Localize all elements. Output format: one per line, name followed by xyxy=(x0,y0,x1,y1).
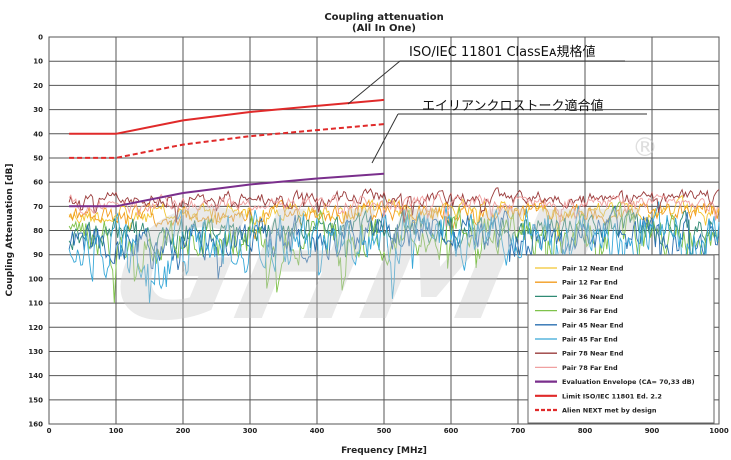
y-tick-label: 140 xyxy=(28,372,43,380)
x-tick-label: 1000 xyxy=(709,427,729,435)
y-tick-label: 80 xyxy=(33,227,43,235)
y-tick-label: 110 xyxy=(28,300,43,308)
x-tick-label: 500 xyxy=(377,427,392,435)
x-tick-label: 800 xyxy=(578,427,593,435)
axis-ticks: 0 100 200 300 400 500 600 700 800 900 1000 0 10 20 30 4… xyxy=(28,34,728,436)
series-line xyxy=(68,205,720,280)
legend-box xyxy=(527,254,715,424)
chart-title: Coupling attenuation xyxy=(324,12,443,23)
annotation-leader-limit xyxy=(347,60,401,105)
chart-subtitle: (All In One) xyxy=(352,23,416,34)
legend-entry: Pair 36 Far End xyxy=(562,307,618,315)
legend: Pair 12 Near End Pair 12 Far End Pair 36 N… xyxy=(527,254,715,424)
grid xyxy=(49,37,719,424)
y-tick-label: 160 xyxy=(28,421,43,429)
legend-entry: Pair 36 Near End xyxy=(562,293,624,301)
legend-entry: Pair 45 Far End xyxy=(562,336,618,344)
x-tick-label: 200 xyxy=(176,427,191,435)
legend-entry: Pair 12 Near End xyxy=(562,265,624,273)
y-tick-label: 50 xyxy=(33,154,43,162)
x-tick-label: 300 xyxy=(243,427,258,435)
y-tick-label: 0 xyxy=(38,34,43,42)
x-tick-label: 0 xyxy=(47,427,52,435)
series-line xyxy=(68,187,720,223)
watermark-registered: ® xyxy=(632,133,658,163)
legend-entry: Limit ISO/IEC 11801 Ed. 2.2 xyxy=(562,392,662,400)
series-line xyxy=(68,209,720,259)
legend-entry: Pair 45 Near End xyxy=(562,321,624,329)
y-tick-label: 70 xyxy=(33,203,43,211)
legend-entry: Pair 12 Far End xyxy=(562,279,618,287)
series-line xyxy=(69,98,385,135)
y-tick-label: 10 xyxy=(33,58,43,66)
y-tick-label: 130 xyxy=(28,348,43,356)
x-tick-label: 700 xyxy=(511,427,526,435)
annotation-leader-alien xyxy=(371,113,399,164)
y-tick-label: 120 xyxy=(28,324,43,332)
series-line xyxy=(69,123,385,159)
series-line xyxy=(69,172,385,208)
x-tick-label: 600 xyxy=(444,427,459,435)
annotation-limit-label: ISO/IEC 11801 ClassEᴀ規格値 xyxy=(409,44,596,60)
x-tick-label: 100 xyxy=(109,427,124,435)
y-tick-label: 30 xyxy=(33,106,43,114)
y-tick-label: 100 xyxy=(28,275,43,283)
annotations: ISO/IEC 11801 ClassEᴀ規格値 エイリアンクロストーク適合値 xyxy=(347,44,647,164)
y-axis-label: Coupling Attenuation [dB] xyxy=(5,164,15,297)
legend-entry: Evaluation Envelope (CA= 70,33 dB) xyxy=(562,378,695,386)
legend-entry: Alien NEXT met by design xyxy=(562,407,657,415)
legend-entry: Pair 78 Far End xyxy=(562,364,618,372)
y-tick-label: 90 xyxy=(33,251,43,259)
legend-entry: Pair 78 Near End xyxy=(562,350,624,358)
series-layer xyxy=(68,98,720,304)
y-tick-label: 60 xyxy=(33,179,43,187)
annotation-alien-label: エイリアンクロストーク適合値 xyxy=(422,98,603,114)
x-tick-label: 400 xyxy=(310,427,325,435)
series-line xyxy=(68,193,720,227)
x-tick-label: 900 xyxy=(645,427,660,435)
y-tick-label: 20 xyxy=(33,82,43,90)
y-tick-label: 40 xyxy=(33,130,43,138)
y-tick-label: 150 xyxy=(28,396,43,404)
x-axis-label: Frequency [MHz] xyxy=(341,446,427,455)
